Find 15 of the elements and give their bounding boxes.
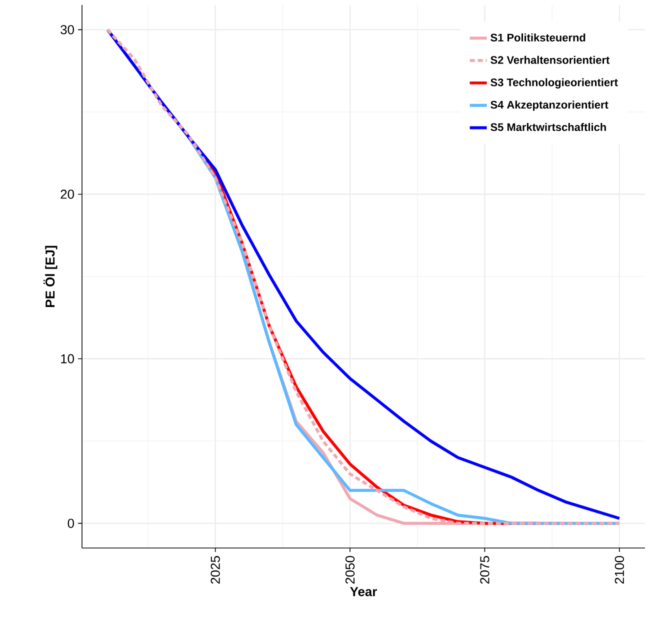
y-tick-label: 0 xyxy=(68,518,74,528)
legend-label: S3 Technologieorientiert xyxy=(490,78,618,88)
legend-label: S2 Verhaltensorientiert xyxy=(490,56,610,64)
legend-label: S4 Akzeptanzorientiert xyxy=(490,100,608,111)
y-tick-label: 30 xyxy=(60,25,74,34)
x-tick-label: 2100 xyxy=(614,556,624,584)
x-tick-label: 2075 xyxy=(480,556,490,584)
y-tick-label: 10 xyxy=(61,354,74,364)
x-axis-title: Year xyxy=(350,587,377,596)
x-tick-label: 2025 xyxy=(210,556,220,584)
legend-label: S5 Marktwirtschaftlich xyxy=(490,122,606,132)
x-tick-label: 2050 xyxy=(345,556,355,584)
legend-label: S1 Politiksteuernd xyxy=(490,33,586,42)
y-axis-title: PE Öl [EJ] xyxy=(43,246,58,307)
y-tick-label: 20 xyxy=(60,190,74,199)
